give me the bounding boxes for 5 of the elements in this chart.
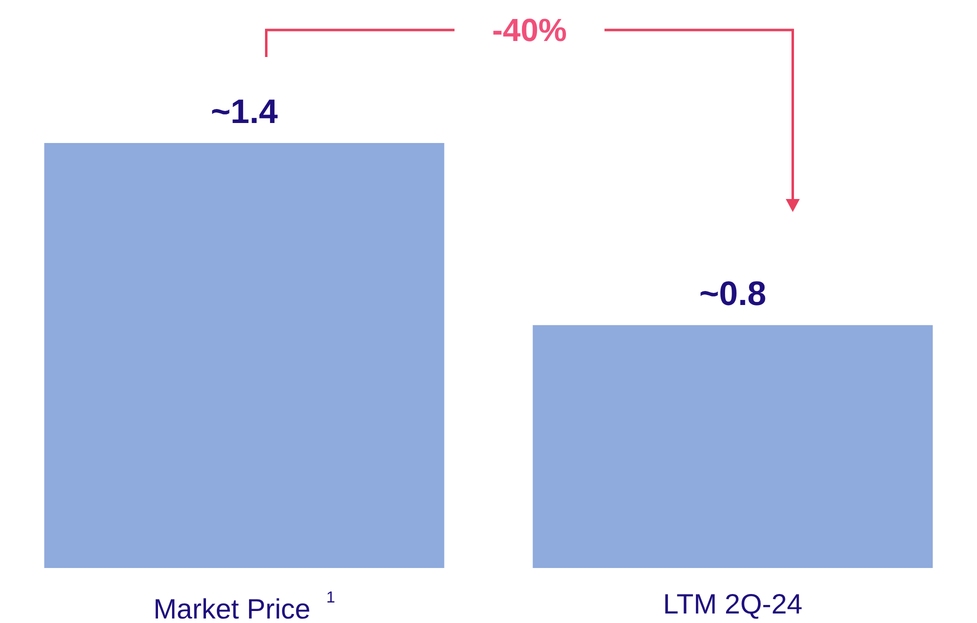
x-tick-label: Market Price 1 — [153, 590, 336, 623]
text: -40% — [492, 12, 567, 48]
data-label: ~0.8 — [699, 275, 766, 314]
data-label: ~1.4 — [210, 93, 278, 131]
x-tick-label: LTM 2Q-24 — [662, 588, 803, 620]
